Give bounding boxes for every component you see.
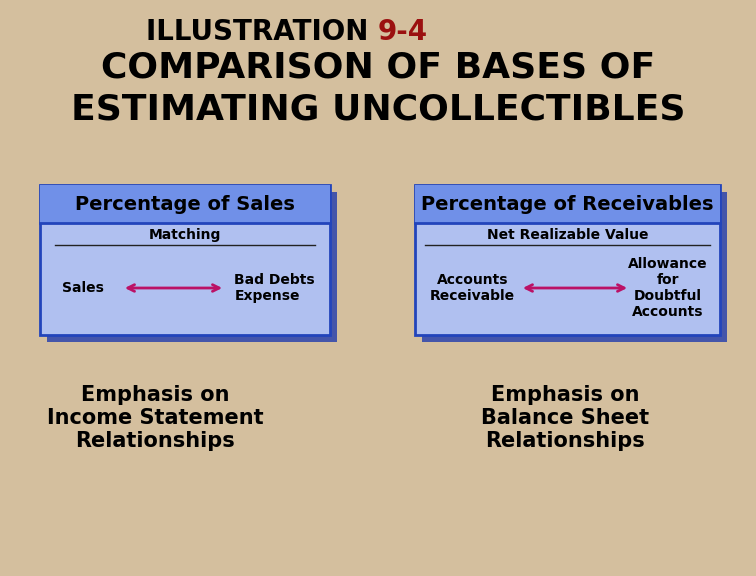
Text: Sales: Sales	[62, 281, 104, 295]
Text: Allowance
for
Doubtful
Accounts: Allowance for Doubtful Accounts	[628, 257, 708, 319]
Text: ESTIMATING UNCOLLECTIBLES: ESTIMATING UNCOLLECTIBLES	[71, 93, 685, 127]
Text: Emphasis on
Balance Sheet
Relationships: Emphasis on Balance Sheet Relationships	[481, 385, 649, 452]
Bar	[422, 192, 727, 342]
Bar	[47, 192, 337, 342]
Text: Percentage of Receivables: Percentage of Receivables	[421, 195, 714, 214]
Text: Bad Debts
Expense: Bad Debts Expense	[234, 273, 315, 303]
Text: Net Realizable Value: Net Realizable Value	[487, 228, 648, 242]
Text: Percentage of Sales: Percentage of Sales	[75, 195, 295, 214]
Bar	[415, 185, 720, 223]
Text: Accounts
Receivable: Accounts Receivable	[430, 273, 515, 303]
Bar	[415, 185, 720, 335]
Bar	[40, 185, 330, 335]
Text: ILLUSTRATION: ILLUSTRATION	[146, 18, 378, 46]
Text: COMPARISON OF BASES OF: COMPARISON OF BASES OF	[101, 50, 655, 84]
Text: Emphasis on
Income Statement
Relationships: Emphasis on Income Statement Relationshi…	[47, 385, 263, 452]
Text: Matching: Matching	[149, 228, 222, 242]
Text: 9-4: 9-4	[378, 18, 428, 46]
Bar	[40, 185, 330, 223]
